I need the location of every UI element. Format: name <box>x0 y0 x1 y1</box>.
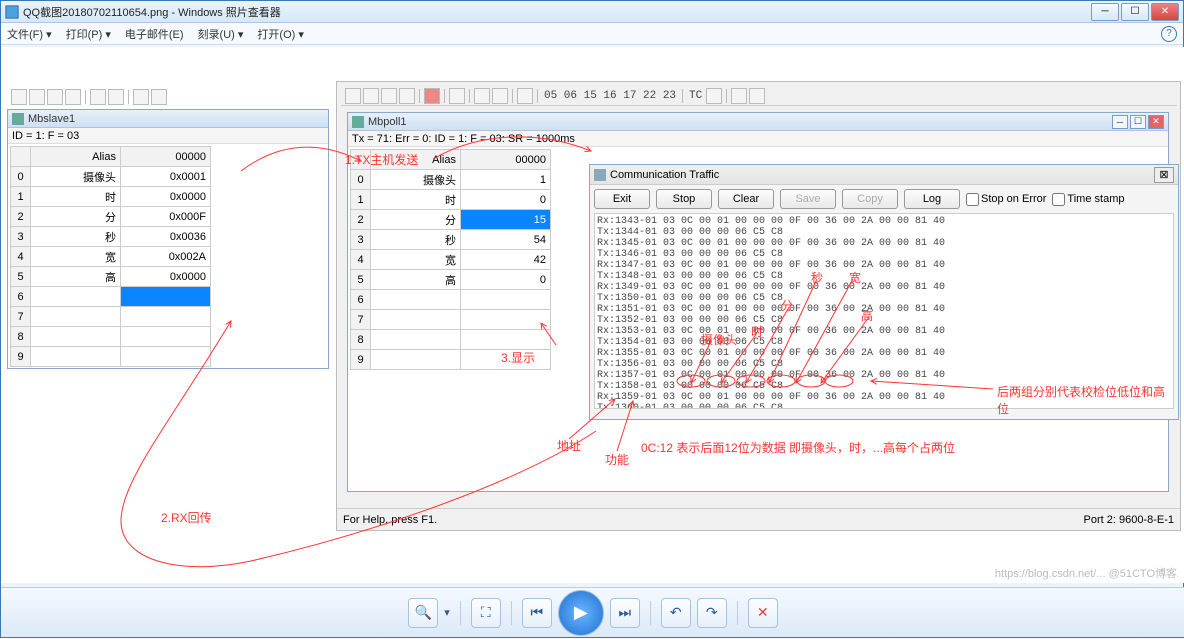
mbpoll-toolbar: 05 06 15 16 17 22 23 TC <box>341 86 1177 106</box>
tb-icon[interactable] <box>65 89 81 105</box>
content-area: Mbslave1 ID = 1: F = 03 Alias000000摄像头0x… <box>1 47 1184 583</box>
mbslave-toolbar <box>7 87 171 107</box>
save-button[interactable]: Save <box>780 189 836 209</box>
tb-icon[interactable] <box>706 88 722 104</box>
photoviewer-title: QQ截图20180702110654.png - Windows 照片查看器 <box>23 4 1089 20</box>
mbslave-title: Mbslave1 <box>28 113 75 125</box>
play-icon[interactable]: ▶ <box>558 590 604 636</box>
tb-tc[interactable]: TC <box>687 90 704 102</box>
mbslave-status: ID = 1: F = 03 <box>8 128 328 144</box>
log-button[interactable]: Log <box>904 189 960 209</box>
comm-close-button[interactable]: ⊠ <box>1154 167 1174 183</box>
delete-icon[interactable]: ✕ <box>748 598 778 628</box>
mbpoll-status: Tx = 71: Err = 0: ID = 1: F = 03: SR = 1… <box>348 131 1168 147</box>
clear-button[interactable]: Clear <box>718 189 774 209</box>
comm-title: Communication Traffic <box>610 169 719 181</box>
tb-help-icon[interactable] <box>731 88 747 104</box>
stop-button[interactable]: Stop <box>656 189 712 209</box>
window-icon <box>12 113 24 125</box>
tb-icon[interactable] <box>151 89 167 105</box>
statusbar-help: For Help, press F1. <box>343 514 437 526</box>
photoviewer-titlebar[interactable]: QQ截图20180702110654.png - Windows 照片查看器 ─… <box>1 1 1183 23</box>
mbpoll-table[interactable]: Alias000000摄像头11时02分153秒544宽425高06789 <box>350 149 551 370</box>
tb-icon[interactable] <box>474 88 490 104</box>
tb-open-icon[interactable] <box>363 88 379 104</box>
comm-traffic-window: Communication Traffic ⊠ Exit Stop Clear … <box>589 164 1179 420</box>
tb-icon[interactable] <box>133 89 149 105</box>
maximize-button[interactable]: ☐ <box>1121 3 1149 21</box>
timestamp-checkbox[interactable]: Time stamp <box>1052 193 1124 206</box>
menu-open[interactable]: 打开(O) ▾ <box>257 26 303 42</box>
mbslave-window: Mbslave1 ID = 1: F = 03 Alias000000摄像头0x… <box>7 109 329 369</box>
zoom-out-icon[interactable]: 🔍 <box>408 598 438 628</box>
minimize-button[interactable]: ─ <box>1091 3 1119 21</box>
app-icon <box>5 5 19 19</box>
photoviewer-bottombar: 🔍 ▾ ⛶ ⏮ ▶ ⏭ ↶ ↷ ✕ <box>1 587 1184 637</box>
tb-stop-icon[interactable] <box>424 88 440 104</box>
mbpoll-title: Mbpoll1 <box>368 116 407 128</box>
stop-on-error-checkbox[interactable]: Stop on Error <box>966 193 1046 206</box>
close-button[interactable]: ✕ <box>1151 3 1179 21</box>
copy-button[interactable]: Copy <box>842 189 898 209</box>
help-icon[interactable]: ? <box>1161 26 1177 42</box>
tb-funccodes[interactable]: 05 06 15 16 17 22 23 <box>542 90 678 102</box>
maximize-button[interactable]: ☐ <box>1130 115 1146 129</box>
statusbar-port: Port 2: 9600-8-E-1 <box>1084 514 1175 526</box>
next-icon[interactable]: ⏭ <box>610 598 640 628</box>
minimize-button[interactable]: ─ <box>1112 115 1128 129</box>
fit-icon[interactable]: ⛶ <box>471 598 501 628</box>
menu-burn[interactable]: 刻录(U) ▾ <box>198 26 244 42</box>
watermark: https://blog.csdn.net/... @51CTO博客 <box>995 565 1177 581</box>
window-icon <box>352 116 364 128</box>
menu-print[interactable]: 打印(P) ▾ <box>66 26 111 42</box>
tb-icon[interactable] <box>108 89 124 105</box>
tb-icon[interactable] <box>29 89 45 105</box>
window-icon <box>594 169 606 181</box>
rotate-cw-icon[interactable]: ↷ <box>697 598 727 628</box>
tb-save-icon[interactable] <box>381 88 397 104</box>
tb-icon[interactable] <box>11 89 27 105</box>
mbpoll-statusbar: For Help, press F1. Port 2: 9600-8-E-1 <box>337 508 1180 530</box>
rotate-ccw-icon[interactable]: ↶ <box>661 598 691 628</box>
menu-file[interactable]: 文件(F) ▾ <box>7 26 52 42</box>
photoviewer-menubar: 文件(F) ▾ 打印(P) ▾ 电子邮件(E) 刻录(U) ▾ 打开(O) ▾ … <box>1 23 1183 45</box>
comm-titlebar[interactable]: Communication Traffic ⊠ <box>590 165 1178 185</box>
tb-icon[interactable] <box>449 88 465 104</box>
tb-print-icon[interactable] <box>399 88 415 104</box>
tb-icon[interactable] <box>517 88 533 104</box>
comm-hexdump[interactable]: Rx:1343-01 03 0C 00 01 00 00 00 0F 00 36… <box>594 213 1174 409</box>
exit-button[interactable]: Exit <box>594 189 650 209</box>
tb-icon[interactable] <box>492 88 508 104</box>
mbslave-titlebar[interactable]: Mbslave1 <box>8 110 328 128</box>
photoviewer-window: QQ截图20180702110654.png - Windows 照片查看器 ─… <box>0 0 1184 638</box>
mbslave-table[interactable]: Alias000000摄像头0x00011时0x00002分0x000F3秒0x… <box>10 146 211 367</box>
mbpoll-app-frame: 05 06 15 16 17 22 23 TC Mbpoll1 ─ ☐ ✕ <box>336 81 1181 531</box>
mbpoll-titlebar[interactable]: Mbpoll1 ─ ☐ ✕ <box>348 113 1168 131</box>
menu-email[interactable]: 电子邮件(E) <box>125 26 184 42</box>
tb-new-icon[interactable] <box>345 88 361 104</box>
prev-icon[interactable]: ⏮ <box>522 598 552 628</box>
close-button[interactable]: ✕ <box>1148 115 1164 129</box>
tb-icon[interactable] <box>47 89 63 105</box>
tb-icon[interactable] <box>90 89 106 105</box>
comm-button-row: Exit Stop Clear Save Copy Log Stop on Er… <box>594 189 1174 209</box>
tb-about-icon[interactable] <box>749 88 765 104</box>
